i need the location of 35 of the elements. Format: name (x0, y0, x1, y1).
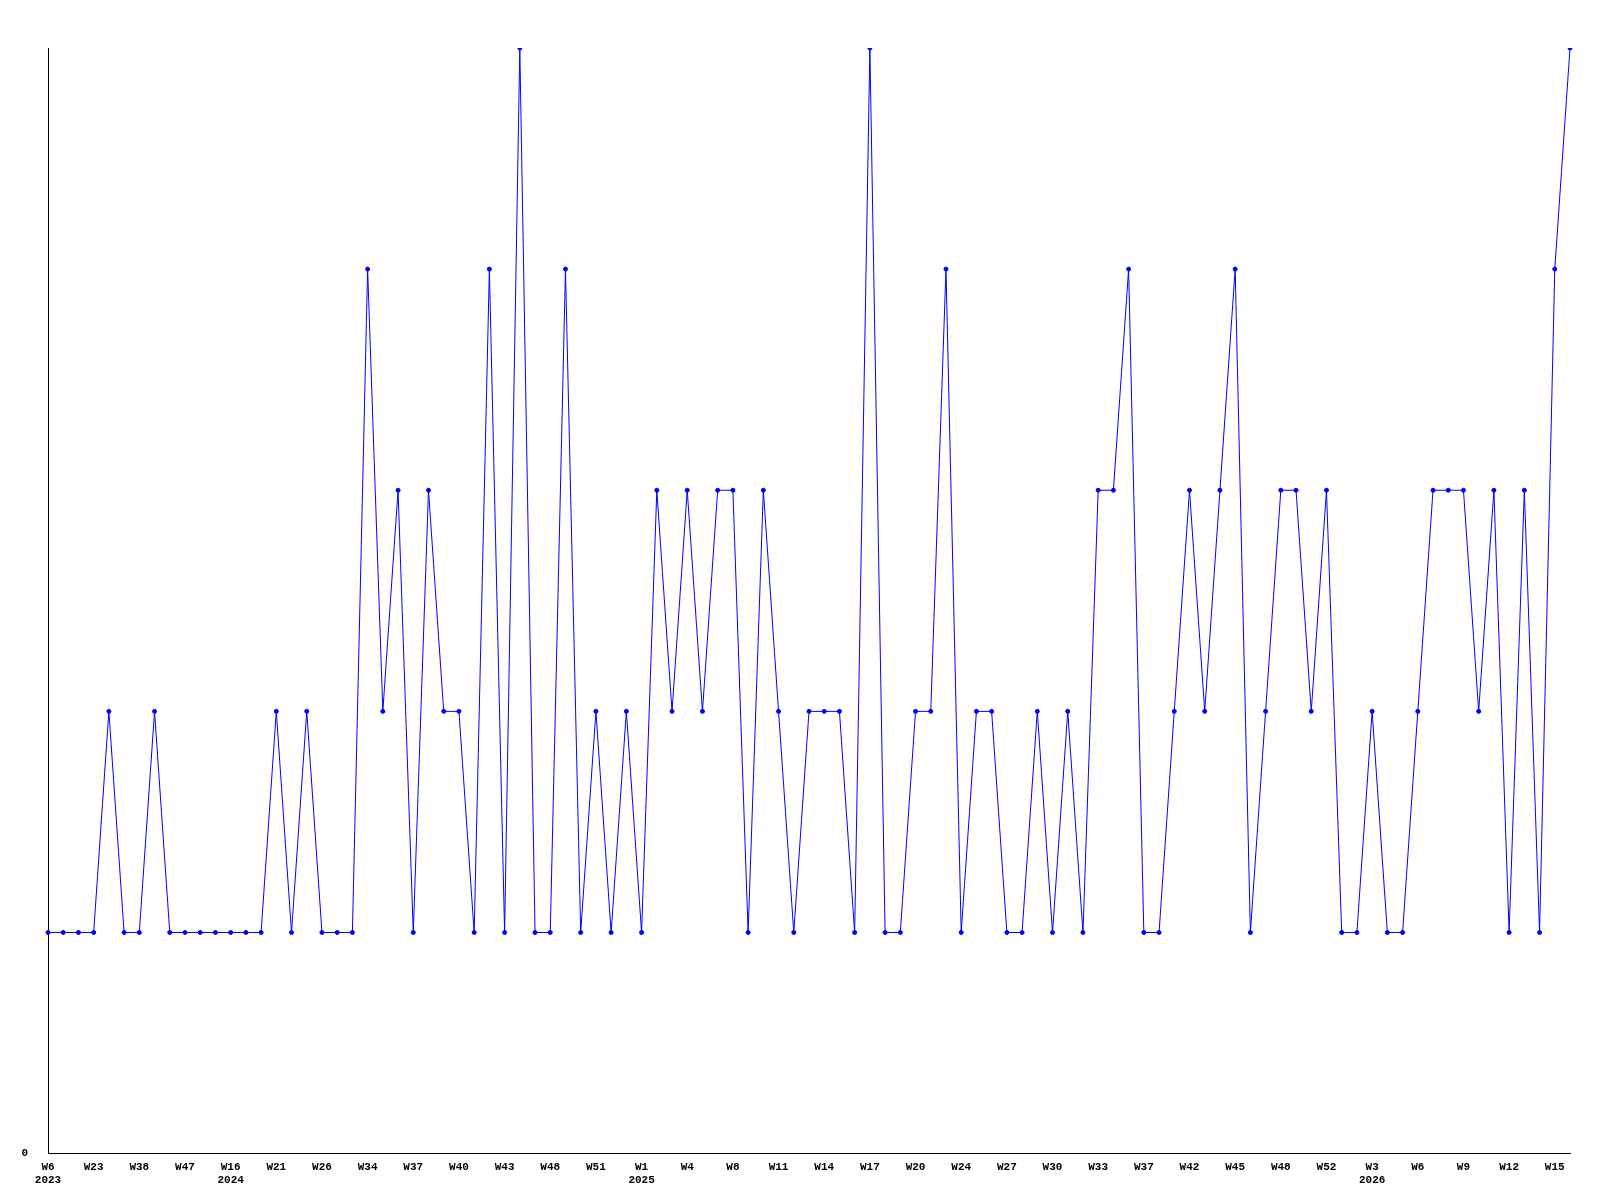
x-tick-label: W40 (449, 1160, 469, 1173)
x-tick-label: W12 (1499, 1160, 1520, 1173)
x-tick-label: W3 2026 (1358, 1160, 1386, 1187)
x-tick-label: W16 2024 (217, 1160, 245, 1187)
x-tick-label: W21 (266, 1160, 287, 1173)
x-tick-label: W30 (1042, 1160, 1063, 1173)
x-tick-label: W20 (905, 1160, 926, 1173)
x-tick-label: W38 (129, 1160, 150, 1173)
x-tick-label: W9 (1456, 1160, 1471, 1173)
x-tick-label: W26 (312, 1160, 332, 1173)
x-tick-label: W8 (726, 1160, 740, 1173)
x-tick-label: W52 (1316, 1160, 1337, 1173)
x-tick-label: W37 (1133, 1160, 1154, 1173)
x-tick-label: W23 (83, 1160, 104, 1173)
x-tick-label: W47 (175, 1160, 195, 1173)
x-tick-label: W6 2023 (34, 1160, 62, 1187)
x-tick-label: W33 (1088, 1160, 1109, 1173)
x-tick-label: W14 (814, 1160, 835, 1173)
x-tick-label: W37 (403, 1160, 424, 1173)
x-tick-label: W48 (1270, 1160, 1292, 1173)
x-tick-label: W42 (1179, 1160, 1200, 1173)
x-tick-label: W27 (996, 1160, 1017, 1173)
x-tick-label: W34 (357, 1160, 378, 1173)
x-tick-label: W43 (494, 1160, 515, 1173)
x-tick-label: W11 (768, 1160, 789, 1173)
x-tick-label: W15 (1544, 1160, 1566, 1173)
text: 0 (21, 1147, 28, 1160)
x-tick-label: W24 (951, 1160, 972, 1173)
x-tick-label: W6 (1411, 1160, 1425, 1173)
x-tick-label: W45 (1225, 1160, 1246, 1173)
x-tick-label: W17 (859, 1160, 880, 1173)
x-tick-label: W51 (586, 1160, 607, 1173)
x-tick-label: W48 (540, 1160, 561, 1173)
x-tick-label: W1 2025 (628, 1160, 656, 1187)
x-tick-label: W4 (680, 1160, 695, 1173)
